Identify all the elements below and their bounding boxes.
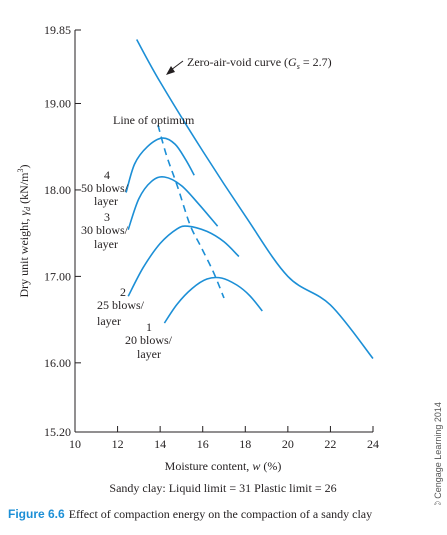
figure-caption: Figure 6.6 Effect of compaction energy on… [8, 507, 443, 522]
curve-3-label: 30 blows/ [81, 223, 129, 237]
axis-ticks: 10 12 14 16 18 20 22 2415.2016.0017.0018.0019.0… [44, 23, 379, 451]
compaction-chart: 10 12 14 16 18 20 22 2415.2016.0017.0018.0019.0… [16, 23, 443, 505]
y-tick-label: 19.00 [44, 96, 71, 110]
zav-leader-line [170, 60, 184, 71]
compaction-curve-1 [163, 276, 263, 324]
curve-2-layer: layer [97, 314, 121, 328]
figure-caption-text: Effect of compaction energy on the compa… [68, 507, 373, 521]
soil-note: Sandy clay: Liquid limit = 31 Plastic li… [109, 481, 336, 495]
curve-4-layer: layer [94, 194, 118, 208]
compaction-curve-3 [127, 176, 219, 230]
optimum-label: Line of optimum [113, 113, 195, 127]
zav-leader-arrowhead [166, 66, 175, 75]
curve-4-label: 50 blows/ [81, 181, 129, 195]
compaction-curve-2 [127, 225, 240, 297]
y-tick-label: 17.00 [44, 269, 71, 283]
y-tick-label: 15.20 [44, 425, 71, 439]
x-tick-label: 10 [69, 437, 81, 451]
curve-2-number: 2 [120, 285, 126, 299]
curve-4-number: 4 [104, 168, 110, 182]
y-tick-label: 19.85 [44, 23, 71, 37]
copyright-credit: © Cengage Learning 2014 [433, 402, 443, 505]
zero-air-void-curve [135, 39, 374, 359]
curve-3-layer: layer [94, 237, 118, 251]
curves [125, 39, 374, 359]
x-tick-label: 20 [282, 437, 294, 451]
y-tick-label: 16.00 [44, 356, 71, 370]
curve-1-number: 1 [146, 320, 152, 334]
figure-label: Figure 6.6 [8, 507, 65, 521]
x-tick-label: 24 [367, 437, 379, 451]
line-of-optimum [157, 124, 225, 299]
zav-label: Zero-air-void curve (Gs = 2.7) [187, 55, 332, 71]
x-tick-label: 14 [154, 437, 166, 451]
x-axis-title: Moisture content, w (%) [165, 459, 282, 473]
curve-2-label: 25 blows/ [97, 298, 145, 312]
y-axis-title: Dry unit weight, γd (kN/m3) [16, 164, 32, 297]
x-tick-label: 22 [324, 437, 336, 451]
curve-1-layer: layer [137, 347, 161, 361]
compaction-curve-4 [125, 137, 195, 193]
x-tick-label: 16 [197, 437, 209, 451]
curve-3-number: 3 [104, 210, 110, 224]
curve-1-label: 20 blows/ [125, 333, 173, 347]
x-tick-label: 18 [239, 437, 251, 451]
x-tick-label: 12 [112, 437, 124, 451]
y-tick-label: 18.00 [44, 183, 71, 197]
